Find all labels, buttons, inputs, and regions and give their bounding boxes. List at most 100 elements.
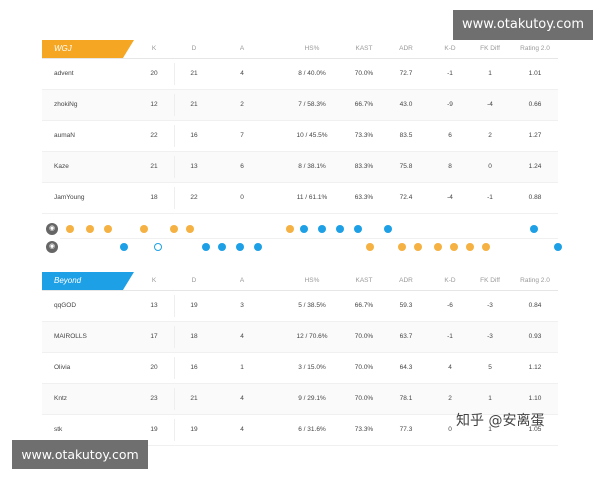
stat-a: 0 (240, 194, 244, 201)
round-win-orange-icon (104, 225, 112, 233)
player-name[interactable]: Kaze (54, 163, 69, 170)
row-divider (174, 326, 175, 348)
stat-k: 17 (150, 333, 158, 340)
player-row[interactable]: Kntz 23 21 4 9 / 29.1% 70.0% 78.1 2 1 1.10 (42, 384, 558, 415)
stat-d: 22 (190, 194, 198, 201)
stat-adr: 59.3 (399, 302, 413, 309)
player-name[interactable]: advent (54, 70, 74, 77)
player-name[interactable]: Olivia (54, 364, 71, 371)
round-win-blue-icon (154, 243, 162, 251)
team-beyond-rows: qqGOD 13 19 3 5 / 38.5% 66.7% 59.3 -6 -3 0.84 MAIR… (42, 291, 558, 446)
team-wgj-rows: advent 20 21 4 8 / 40.0% 70.0% 72.7 -1 1 1.01 zhok… (42, 59, 558, 214)
row-divider (174, 295, 175, 317)
watermark-top: www.otakutoy.com (453, 10, 593, 40)
stat-k: 13 (150, 302, 158, 309)
player-name[interactable]: stk (54, 426, 63, 433)
timeline-divider (60, 238, 558, 239)
stat-rating: 0.66 (528, 101, 542, 108)
player-row[interactable]: stk 19 19 4 6 / 31.6% 73.3% 77.3 0 1 1.05 (42, 415, 558, 446)
player-row[interactable]: Olivia 20 16 1 3 / 15.0% 70.0% 64.3 4 5 1.12 (42, 353, 558, 384)
stat-a: 4 (240, 70, 244, 77)
col-kast[interactable]: KAST (355, 277, 373, 284)
col-fk[interactable]: FK Diff (480, 277, 500, 284)
stat-kast: 66.7% (354, 302, 374, 309)
round-win-orange-icon (398, 243, 406, 251)
stat-k: 21 (150, 163, 158, 170)
round-timeline: ◉ ◉ (42, 222, 562, 258)
player-name[interactable]: MAIROLLS (54, 333, 87, 340)
player-name[interactable]: Kntz (54, 395, 68, 402)
round-win-blue-icon (120, 243, 128, 251)
player-row[interactable]: qqGOD 13 19 3 5 / 38.5% 66.7% 59.3 -6 -3 0.84 (42, 291, 558, 322)
stat-kd: -9 (447, 101, 453, 108)
stat-kast: 73.3% (354, 426, 374, 433)
stat-kast: 70.0% (354, 70, 374, 77)
stat-hs: 8 / 40.0% (298, 70, 326, 77)
stat-hs: 7 / 58.3% (298, 101, 326, 108)
stat-fk: 0 (488, 163, 492, 170)
col-a[interactable]: A (239, 277, 245, 284)
stat-adr: 83.5 (399, 132, 413, 139)
stat-rating: 1.27 (528, 132, 542, 139)
stat-rating: 1.01 (528, 70, 542, 77)
zhihu-watermark: 知乎 @安离蛋 (456, 413, 545, 429)
col-rating[interactable]: Rating 2.0 (520, 45, 550, 52)
col-kd[interactable]: K-D (444, 45, 456, 52)
row-divider (174, 94, 175, 116)
team-wgj-tab[interactable]: WGJ (42, 40, 134, 58)
row-divider (174, 187, 175, 209)
player-name[interactable]: aumaN (54, 132, 75, 139)
stat-adr: 43.0 (399, 101, 413, 108)
col-kd[interactable]: K-D (444, 277, 456, 284)
player-row[interactable]: Kaze 21 13 6 8 / 38.1% 83.3% 75.8 8 0 1.24 (42, 152, 558, 183)
col-k[interactable]: K (151, 277, 157, 284)
player-name[interactable]: JamYoung (54, 194, 85, 201)
stat-rating: 0.88 (528, 194, 542, 201)
stat-d: 16 (190, 364, 198, 371)
round-win-blue-icon (218, 243, 226, 251)
round-win-orange-icon (170, 225, 178, 233)
col-adr[interactable]: ADR (399, 277, 413, 284)
col-a[interactable]: A (239, 45, 245, 52)
stat-hs: 8 / 38.1% (298, 163, 326, 170)
player-row[interactable]: JamYoung 18 22 0 11 / 61.1% 63.3% 72.4 -4 -1 0.88 (42, 183, 558, 214)
stat-fk: 5 (488, 364, 492, 371)
stat-rating: 1.12 (528, 364, 542, 371)
stat-a: 4 (240, 333, 244, 340)
col-rating[interactable]: Rating 2.0 (520, 277, 550, 284)
stat-kd: 4 (448, 364, 452, 371)
col-adr[interactable]: ADR (399, 45, 413, 52)
col-fk[interactable]: FK Diff (480, 45, 500, 52)
stat-kast: 70.0% (354, 364, 374, 371)
round-win-blue-icon (318, 225, 326, 233)
stat-kd: -1 (447, 333, 453, 340)
row-divider (174, 357, 175, 379)
stat-d: 13 (190, 163, 198, 170)
player-row[interactable]: aumaN 22 16 7 10 / 45.5% 73.3% 83.5 6 2 1.27 (42, 121, 558, 152)
player-name[interactable]: zhokiNg (54, 101, 78, 108)
col-d[interactable]: D (191, 45, 197, 52)
stat-rating: 1.05 (528, 426, 542, 433)
stat-rating: 0.93 (528, 333, 542, 340)
stat-kast: 83.3% (354, 163, 374, 170)
col-d[interactable]: D (191, 277, 197, 284)
col-k[interactable]: K (151, 45, 157, 52)
stat-adr: 75.8 (399, 163, 413, 170)
team-wgj-header: WGJ K D A HS% KAST ADR K-D FK Diff Ratin… (42, 40, 558, 59)
col-kast[interactable]: KAST (355, 45, 373, 52)
stat-kast: 66.7% (354, 101, 374, 108)
stat-d: 21 (190, 101, 198, 108)
stat-kast: 70.0% (354, 395, 374, 402)
player-name[interactable]: qqGOD (54, 302, 77, 309)
stat-a: 4 (240, 395, 244, 402)
team-beyond-tab[interactable]: Beyond (42, 272, 134, 290)
player-row[interactable]: advent 20 21 4 8 / 40.0% 70.0% 72.7 -1 1 1.01 (42, 59, 558, 90)
player-row[interactable]: MAIROLLS 17 18 4 12 / 70.6% 70.0% 63.7 -1 -3 0.93 (42, 322, 558, 353)
round-win-orange-icon (140, 225, 148, 233)
round-win-blue-icon (354, 225, 362, 233)
col-hs[interactable]: HS% (304, 277, 320, 284)
stat-hs: 9 / 29.1% (298, 395, 326, 402)
stat-hs: 6 / 31.6% (298, 426, 326, 433)
player-row[interactable]: zhokiNg 12 21 2 7 / 58.3% 66.7% 43.0 -9 -4 0.66 (42, 90, 558, 121)
col-hs[interactable]: HS% (304, 45, 320, 52)
